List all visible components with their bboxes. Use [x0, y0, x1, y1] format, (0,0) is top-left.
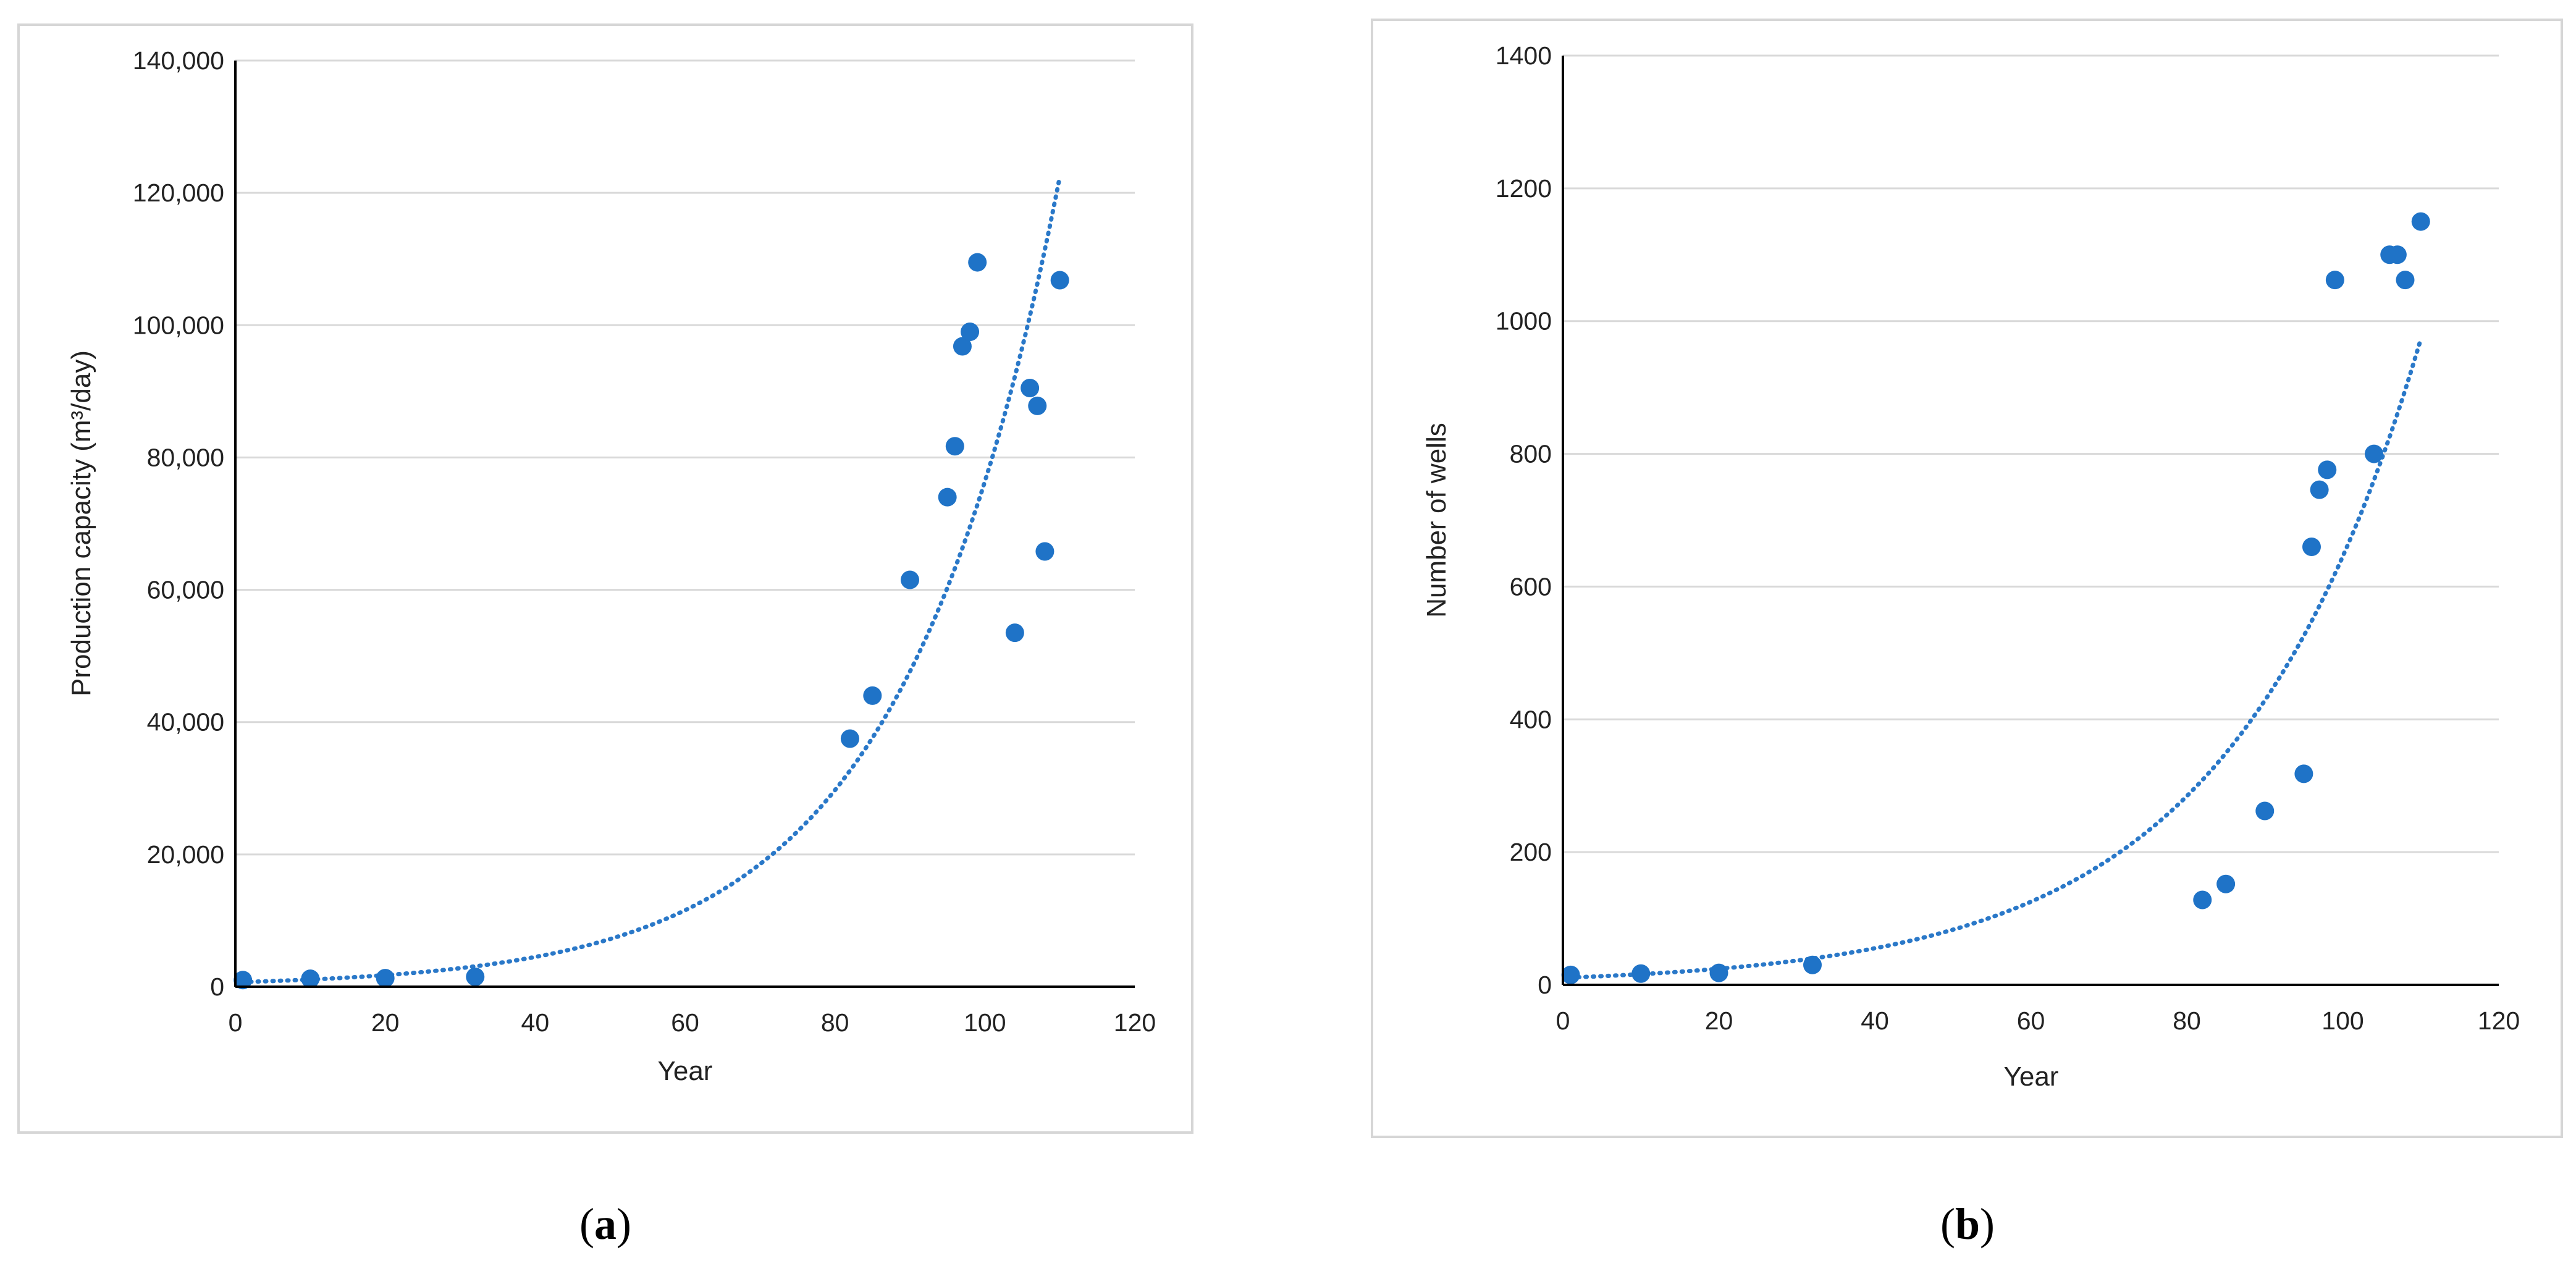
y-tick-label: 600	[1510, 572, 1552, 601]
y-tick-label: 0	[210, 973, 224, 1001]
data-point	[2325, 271, 2344, 290]
x-tick-label: 60	[671, 1008, 699, 1037]
panel-label-letter: b	[1955, 1199, 1980, 1249]
data-point	[1561, 965, 1580, 984]
x-tick-label: 80	[2173, 1006, 2201, 1035]
y-axis-title: Number of wells	[1421, 423, 1452, 617]
x-tick-label: 80	[821, 1008, 849, 1037]
data-point	[901, 570, 919, 589]
data-point	[2365, 444, 2383, 463]
x-axis-title: Year	[658, 1056, 713, 1086]
data-point	[1050, 271, 1069, 290]
data-points	[234, 253, 1069, 990]
x-tick-labels: 0 20 40 60 80 100 120	[229, 1008, 1156, 1037]
data-point	[301, 969, 320, 989]
y-tick-label: 1400	[1496, 41, 1552, 70]
panel-label-letter: a	[594, 1199, 617, 1249]
x-tick-label: 40	[1861, 1006, 1889, 1035]
data-point	[863, 686, 882, 705]
data-point	[2302, 537, 2321, 556]
x-axis-title: Year	[2004, 1061, 2059, 1092]
data-point	[1021, 379, 1040, 398]
data-point	[2396, 271, 2415, 290]
y-tick-label: 0	[1538, 971, 1552, 999]
data-points	[1561, 212, 2430, 984]
panel-label-open-paren: (	[579, 1199, 594, 1249]
panel-label-close-paren: )	[617, 1199, 631, 1249]
panel-label-close-paren: )	[1980, 1199, 1995, 1249]
data-point	[840, 729, 859, 748]
panel-label-b: (b)	[1940, 1199, 1995, 1249]
y-tick-labels: 0 20,000 40,000 60,000 80,000 100,000 120,000 1…	[133, 46, 224, 1001]
data-point	[1028, 396, 1047, 415]
data-point	[1709, 963, 1728, 982]
gridlines	[235, 59, 1135, 856]
data-point	[2411, 212, 2430, 231]
x-tick-label: 0	[1556, 1006, 1570, 1035]
data-point	[2193, 890, 2212, 909]
data-point	[2318, 460, 2337, 479]
chart-frame	[1371, 19, 2563, 1138]
x-tick-label: 120	[1114, 1008, 1156, 1037]
y-tick-label: 400	[1510, 705, 1552, 733]
data-point	[466, 967, 485, 986]
panel-label-open-paren: (	[1940, 1199, 1955, 1249]
data-point	[2388, 245, 2407, 264]
y-tick-label: 80,000	[147, 443, 224, 471]
panel-label-a: (a)	[579, 1199, 631, 1249]
gridlines	[1563, 54, 2499, 853]
y-tick-label: 60,000	[147, 576, 224, 604]
data-point	[2216, 874, 2236, 893]
data-point	[2255, 801, 2275, 821]
y-tick-label: 1000	[1496, 307, 1552, 335]
x-tick-label: 120	[2478, 1006, 2520, 1035]
data-point	[938, 487, 957, 507]
chart-frame	[17, 23, 1193, 1134]
data-point	[2294, 764, 2313, 783]
x-tick-label: 20	[371, 1008, 400, 1037]
x-tick-label: 0	[229, 1008, 243, 1037]
x-tick-label: 100	[2321, 1006, 2363, 1035]
y-tick-label: 40,000	[147, 708, 224, 736]
data-point	[2310, 480, 2329, 499]
data-point	[1803, 955, 1822, 974]
x-tick-label: 20	[1705, 1006, 1733, 1035]
data-point	[961, 322, 980, 341]
data-point	[1035, 542, 1054, 561]
x-tick-label: 40	[521, 1008, 550, 1037]
x-tick-labels: 0 20 40 60 80 100 120	[1556, 1006, 2520, 1035]
chart-panel-a: 0 20,000 40,000 60,000 80,000 100,000 120,000 1…	[17, 23, 1193, 1134]
data-point	[953, 337, 972, 356]
data-point	[968, 253, 987, 272]
y-tick-labels: 0 200 400 600 800 1000 1200 1400	[1496, 41, 1552, 999]
x-tick-label: 100	[964, 1008, 1006, 1037]
y-tick-label: 20,000	[147, 840, 224, 869]
data-point	[1005, 623, 1024, 643]
y-axis-title: Production capacity (m³/day)	[66, 350, 96, 696]
data-point	[234, 971, 253, 990]
y-tick-label: 140,000	[133, 46, 224, 75]
chart-panel-b: 0 200 400 600 800 1000 1200 1400 0 20 40 60 80 100 12…	[1371, 19, 2563, 1138]
y-tick-label: 800	[1510, 440, 1552, 468]
data-point	[1631, 964, 1651, 983]
data-point	[945, 437, 964, 456]
x-tick-label: 60	[2017, 1006, 2045, 1035]
y-tick-label: 200	[1510, 838, 1552, 866]
y-tick-label: 1200	[1496, 174, 1552, 203]
y-tick-label: 100,000	[133, 311, 224, 339]
data-point	[376, 969, 395, 988]
y-tick-label: 120,000	[133, 179, 224, 207]
